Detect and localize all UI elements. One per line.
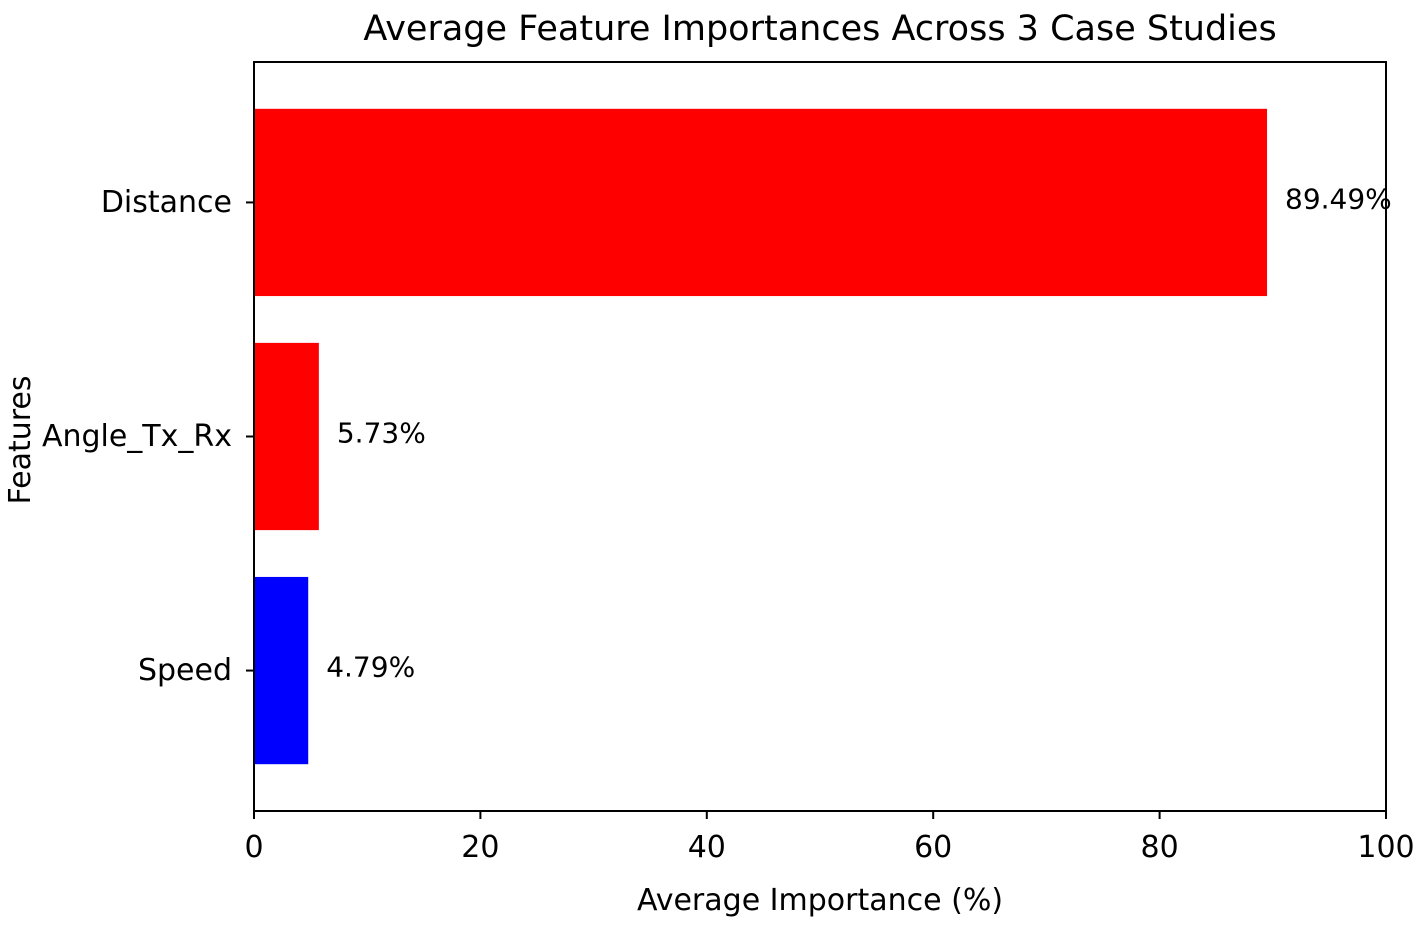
chart-title: Average Feature Importances Across 3 Cas… <box>363 9 1276 49</box>
x-axis-label: Average Importance (%) <box>637 883 1003 918</box>
x-tick-label-20: 20 <box>461 830 499 865</box>
bar-angle-tx-rx <box>254 342 319 531</box>
data-label-speed: 4.79% <box>326 651 415 684</box>
y-tick-label-distance: Distance <box>101 185 232 220</box>
x-tick-label-100: 100 <box>1357 830 1414 865</box>
data-label-angle-tx-rx: 5.73% <box>337 417 426 450</box>
x-tick-label-0: 0 <box>244 830 263 865</box>
bar-distance <box>254 108 1268 297</box>
y-tick-label-angle-tx-rx: Angle_Tx_Rx <box>42 419 232 454</box>
plot-frame <box>253 61 1387 812</box>
ticks-layer: Distance Angle_Tx_Rx Speed 0 20 40 60 80 100 <box>42 185 1415 865</box>
x-tick-label-60: 60 <box>914 830 952 865</box>
x-tick-label-40: 40 <box>688 830 726 865</box>
x-tick-label-80: 80 <box>1141 830 1179 865</box>
y-axis-label: Features <box>3 376 38 505</box>
bars-layer <box>254 108 1268 765</box>
bar-speed <box>254 576 309 765</box>
labels-layer: 89.49% 5.73% 4.79% <box>326 182 1392 683</box>
data-label-distance: 89.49% <box>1285 182 1392 215</box>
y-tick-label-speed: Speed <box>138 653 232 688</box>
